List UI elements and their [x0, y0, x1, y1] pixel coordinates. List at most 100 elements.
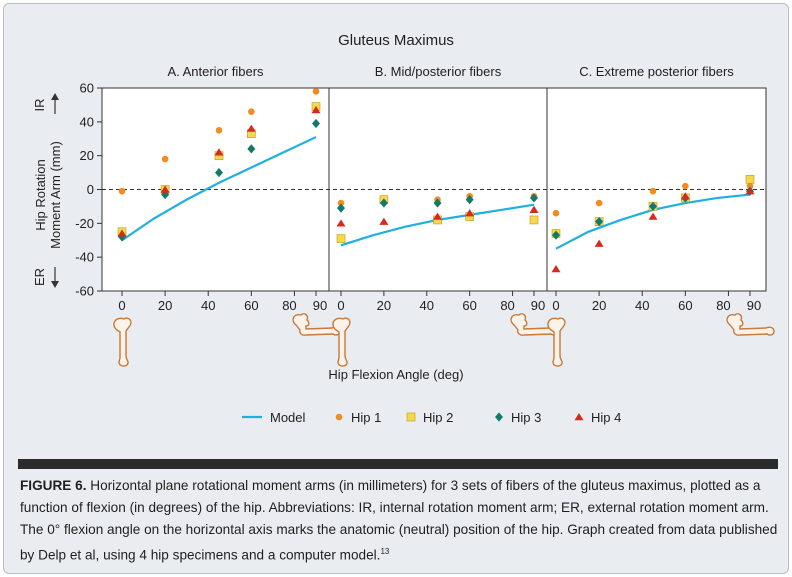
data-point-hip1	[682, 182, 689, 190]
caption-label: FIGURE 6.	[20, 478, 87, 493]
x-tick-label: 0	[337, 298, 344, 313]
data-point-hip3	[379, 198, 388, 208]
femur-flexed-shape	[726, 313, 775, 336]
femur-neutral-icon	[113, 317, 132, 367]
data-point-hip1	[552, 209, 560, 217]
x-tick-label: 80	[500, 298, 514, 313]
legend-label-hip1: Hip 1	[351, 410, 381, 425]
caption-divider	[18, 459, 778, 469]
chart-title: Gluteus Maximus	[338, 32, 454, 49]
data-point-hip3	[247, 144, 256, 154]
femur-vertical-shape	[547, 317, 566, 367]
ir-arrowhead	[51, 93, 59, 100]
data-point-hip3	[465, 195, 474, 205]
data-point-hip4	[594, 239, 604, 247]
x-tick-label: 0	[118, 298, 125, 313]
data-point-hip1	[649, 187, 657, 195]
data-point-hip1	[118, 187, 126, 195]
x-tick-label: 20	[592, 298, 606, 313]
x-tick-label: 90	[531, 298, 545, 313]
data-point-hip1	[337, 199, 345, 207]
x-tick-label: 40	[635, 298, 649, 313]
data-point-hip4	[311, 105, 321, 114]
data-point-hip3	[552, 230, 560, 240]
data-point-hip2	[336, 234, 346, 243]
data-point-hip4	[246, 124, 256, 132]
data-point-hip4	[745, 187, 755, 195]
y-axis-label: Hip RotationMoment Arm (mm)	[33, 141, 63, 249]
data-point-hip3	[312, 118, 320, 129]
y-tick-label: 40	[80, 114, 94, 129]
data-point-hip3	[595, 217, 604, 227]
y-tick-label: 60	[80, 81, 94, 96]
data-point-hip4	[433, 212, 442, 220]
x-tick-label: 90	[313, 298, 327, 313]
x-tick-label: 60	[244, 298, 258, 313]
x-axis-label: Hip Flexion Angle (deg)	[328, 367, 463, 382]
y-tick-label: 20	[80, 148, 94, 163]
legend-swatch-hip3	[495, 412, 503, 422]
x-tick-label: 40	[201, 298, 215, 313]
y-tick-label: 0	[87, 182, 94, 197]
data-point-hip4	[529, 205, 539, 213]
x-tick-label: 0	[552, 298, 559, 313]
data-point-hip1	[215, 126, 223, 134]
x-tick-label: 20	[158, 298, 172, 313]
data-point-hip2	[529, 215, 539, 225]
x-tick-label: 20	[377, 298, 391, 313]
panel-title: C. Extreme posterior fibers	[579, 64, 734, 79]
y-tick-label: -40	[75, 250, 94, 265]
er-arrowhead	[51, 281, 59, 288]
data-point-hip1	[161, 155, 169, 163]
data-point-hip2	[745, 175, 755, 184]
data-point-hip4	[465, 209, 475, 217]
ir-label: IR	[32, 99, 47, 112]
x-tick-label: 80	[716, 298, 730, 313]
legend-swatch-hip1	[335, 413, 343, 421]
data-point-hip3	[530, 193, 538, 203]
data-point-hip3	[215, 167, 223, 178]
caption-reference: 13	[380, 547, 390, 556]
femur-vertical-shape	[113, 317, 132, 367]
figure-caption: FIGURE 6. Horizontal plane rotational mo…	[20, 475, 778, 567]
data-point-hip4	[117, 229, 127, 237]
data-point-hip4	[214, 148, 224, 156]
data-point-hip3	[649, 201, 657, 212]
panel-title: A. Anterior fibers	[167, 64, 264, 79]
er-label: ER	[32, 268, 47, 286]
panel-title: B. Mid/posterior fibers	[375, 64, 502, 79]
femur-flexed-shape	[292, 313, 341, 336]
chart: Gluteus Maximus -60 -40 -20 0 20 40 60 Hip Rotat…	[32, 32, 775, 425]
data-point-hip4	[551, 265, 561, 273]
femur-flexed-icon	[726, 313, 775, 336]
legend-label-hip4: Hip 4	[591, 410, 621, 425]
data-point-hip1	[312, 88, 320, 95]
x-tick-label: 60	[678, 298, 692, 313]
x-tick-label: 40	[420, 298, 434, 313]
data-point-hip3	[337, 203, 345, 213]
legend-label-hip2: Hip 2	[423, 410, 453, 425]
y-tick-label: -60	[75, 284, 94, 299]
x-tick-label: 80	[282, 298, 296, 313]
legend-label-model: Model	[270, 410, 306, 425]
data-point-hip4	[336, 219, 346, 227]
data-point-hip3	[433, 198, 442, 208]
legend-swatch-hip4	[574, 413, 584, 421]
caption-text: Horizontal plane rotational moment arms …	[20, 478, 778, 563]
x-tick-label: 60	[462, 298, 476, 313]
femur-vertical-shape	[332, 317, 351, 367]
data-point-hip4	[379, 217, 389, 225]
model-curve	[121, 136, 317, 242]
x-tick-label: 90	[747, 298, 761, 313]
data-point-hip1	[746, 182, 754, 190]
femur-neutral-icon	[547, 317, 566, 367]
legend-swatch-hip2	[406, 412, 416, 422]
femur-neutral-icon	[332, 317, 351, 367]
data-point-hip1	[595, 199, 603, 207]
data-point-hip4	[680, 192, 690, 200]
figure-frame: Gluteus Maximus -60 -40 -20 0 20 40 60 Hip Rotat…	[3, 3, 789, 574]
data-point-hip4	[648, 212, 658, 220]
data-point-hip4	[160, 185, 170, 193]
data-point-hip1	[248, 108, 255, 115]
femur-flexed-icon	[292, 313, 341, 336]
